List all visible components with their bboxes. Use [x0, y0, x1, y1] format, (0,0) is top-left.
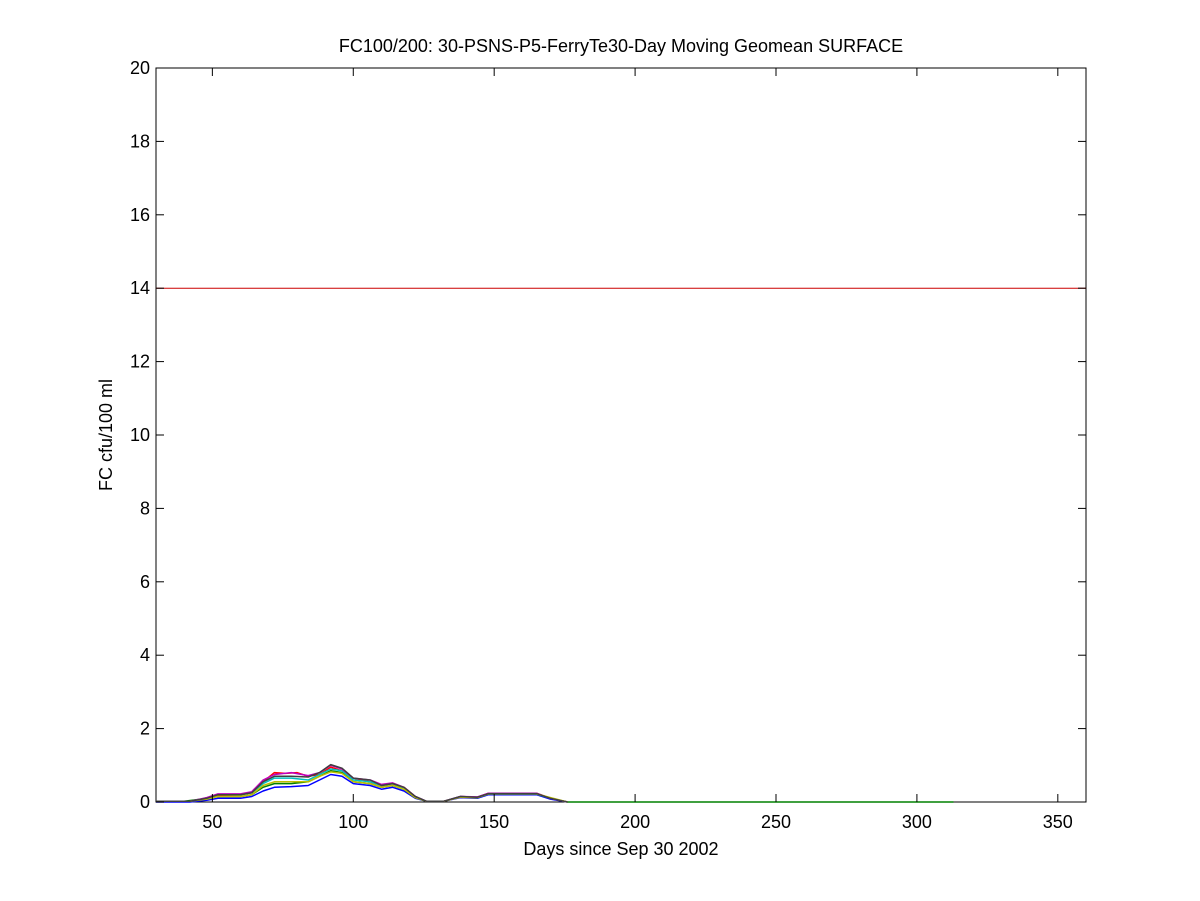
y-tick-label: 0: [140, 792, 150, 812]
y-tick-label: 8: [140, 498, 150, 518]
plot-area: [155, 67, 1087, 803]
x-tick-label: 150: [479, 812, 509, 832]
series-layer: [156, 763, 954, 803]
x-tick-label: 250: [761, 812, 791, 832]
y-tick-label: 20: [130, 58, 150, 78]
y-tick-label: 12: [130, 352, 150, 372]
y-tick-label: 6: [140, 572, 150, 592]
chart-title: FC100/200: 30-PSNS-P5-FerryTe30-Day Movi…: [339, 36, 903, 56]
y-tick-label: 2: [140, 719, 150, 739]
x-tick-label: 200: [620, 812, 650, 832]
y-axis-label: FC cfu/100 ml: [96, 379, 116, 491]
x-tick-label: 50: [202, 812, 222, 832]
y-tick-label: 16: [130, 205, 150, 225]
y-tick-label: 4: [140, 645, 150, 665]
y-tick-label: 14: [130, 278, 150, 298]
x-tick-label: 100: [338, 812, 368, 832]
x-tick-label: 350: [1043, 812, 1073, 832]
y-tick-label: 18: [130, 131, 150, 151]
x-axis-label: Days since Sep 30 2002: [523, 839, 718, 859]
y-tick-label: 10: [130, 425, 150, 445]
tick-layer: 50 100 150 200 250 300 350 0 2 4 6 8 10 12 14 16 18 20: [130, 58, 1086, 832]
x-tick-label: 300: [902, 812, 932, 832]
series-line-7: [156, 763, 568, 803]
